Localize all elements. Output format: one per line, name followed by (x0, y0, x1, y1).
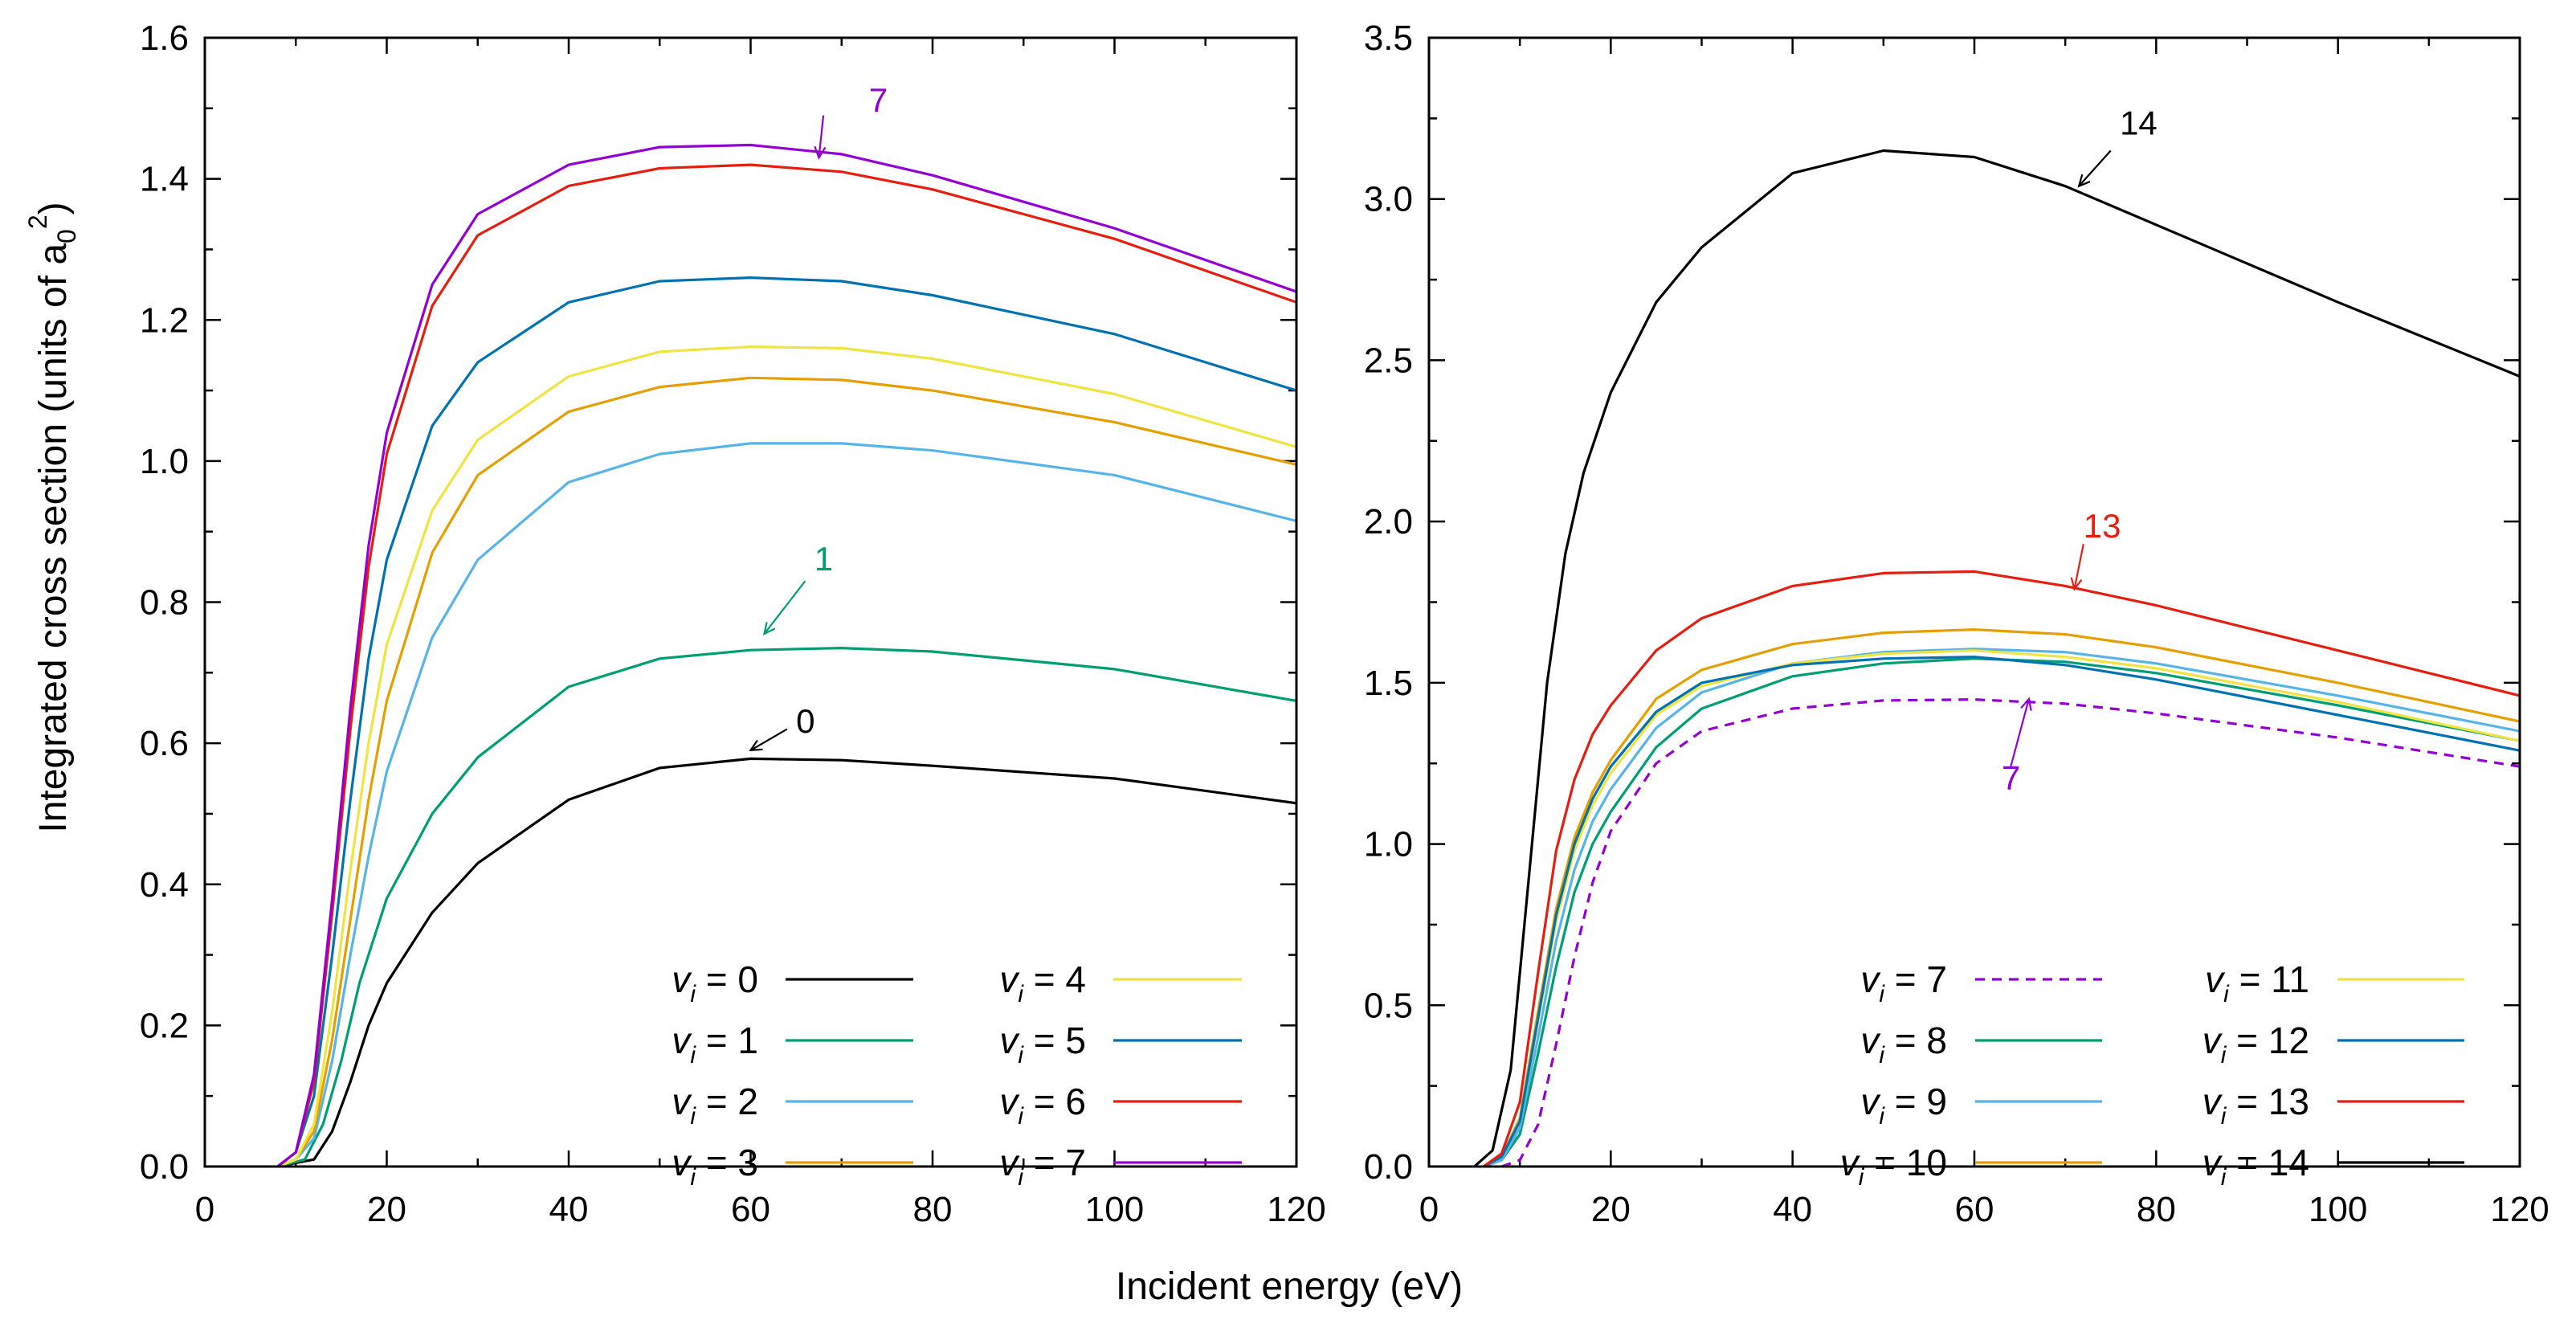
annotation-arrow-7 (818, 115, 825, 158)
series-line-v4 (277, 345, 1296, 1167)
y-tick-label: 1.0 (1364, 825, 1413, 864)
annotation-label-14: 14 (2120, 104, 2158, 141)
y-axis-title-end: ) (32, 202, 75, 215)
y-axis-title: Integrated cross section (units of a02) (23, 202, 81, 832)
annotation-arrow-0 (749, 728, 788, 751)
y-tick-label: 0.6 (140, 724, 189, 763)
series-line-v2 (277, 442, 1296, 1167)
legend-label-v12: vi = 12 (2202, 1019, 2309, 1069)
y-axis-title-sub: 0 (52, 229, 81, 243)
y-tick-label: 1.6 (140, 18, 189, 58)
annotation-arrowhead-1 (762, 622, 776, 636)
x-tick-label: 20 (1591, 1190, 1631, 1229)
y-tick-label: 0.5 (1364, 986, 1413, 1025)
y-axis-title-sup: 2 (23, 215, 52, 229)
y-tick-label: 1.5 (1364, 664, 1413, 703)
legend-label-v7: vi = 7 (1860, 958, 1947, 1007)
legend-label-v10: vi = 10 (1840, 1142, 1947, 1191)
legend-label-v7: vi = 7 (999, 1142, 1086, 1191)
series-line-v1 (277, 646, 1296, 1167)
legend-label-v13: vi = 13 (2202, 1081, 2309, 1130)
legend-label-v4: vi = 4 (999, 958, 1086, 1007)
annotation-arrowhead-13 (2070, 577, 2083, 591)
annotation-arrowhead-7 (2020, 697, 2032, 711)
x-tick-label: 0 (1419, 1190, 1439, 1229)
series-group (1473, 149, 2520, 1167)
right-panel: 0 20 40 60 80 100 120 0.0 0.5 1.0 1.5 2.0 2.5 3.0 3.5 v… (1364, 18, 2549, 1229)
series-line-v0 (277, 757, 1296, 1167)
x-tick-label: 0 (195, 1190, 214, 1229)
x-tick-label: 100 (1085, 1190, 1144, 1229)
legend-label-v0: vi = 0 (672, 958, 758, 1007)
legend-label-v3: vi = 3 (672, 1142, 758, 1191)
legend-label-v6: vi = 6 (999, 1081, 1086, 1130)
series-line-v11 (1483, 649, 2520, 1167)
series-line-v12 (1483, 656, 2520, 1167)
x-tick-label: 120 (2490, 1190, 2549, 1229)
x-tick-label: 20 (367, 1190, 406, 1229)
left-panel: 0 20 40 60 80 100 120 0.0 0.2 0.4 0.6 0.8 1.0 1.2 1.4 1… (140, 18, 1326, 1229)
y-axis-title-main: Integrated cross section (units of a (32, 243, 75, 833)
series-group (276, 143, 1296, 1167)
x-tick-label: 120 (1267, 1190, 1325, 1229)
series-line-v6 (276, 163, 1296, 1167)
y-tick-label: 0.2 (140, 1006, 189, 1045)
x-tick-label: 60 (731, 1190, 770, 1229)
x-tick-label: 40 (549, 1190, 589, 1229)
annotation-label-7: 7 (869, 81, 888, 119)
legend-label-v8: vi = 8 (1860, 1019, 1947, 1069)
annotation-arrowhead-7 (814, 145, 827, 160)
series-line-v7 (276, 143, 1296, 1167)
x-tick-label: 80 (2137, 1190, 2176, 1229)
series-line-v8 (1483, 657, 2520, 1167)
y-tick-label: 0.0 (140, 1147, 189, 1187)
annotation-label-0: 0 (796, 702, 814, 740)
annotation-arrow-7 (2010, 698, 2030, 767)
series-line-v7 (1500, 698, 2520, 1167)
annotation-label-7: 7 (2002, 758, 2020, 796)
legend-label-v11: vi = 11 (2205, 958, 2309, 1007)
annotation-arrowhead-14 (2077, 174, 2091, 188)
x-tick-label: 80 (913, 1190, 953, 1229)
y-tick-label: 3.0 (1364, 180, 1413, 219)
series-line-v14 (1473, 149, 2520, 1167)
annotation-arrow-1 (763, 580, 806, 635)
x-tick-label: 100 (2309, 1190, 2367, 1229)
legend-label-v14: vi = 14 (2202, 1142, 2309, 1191)
y-tick-label: 1.0 (140, 442, 189, 481)
x-tick-label: 60 (1955, 1190, 1994, 1229)
y-tick-label: 1.2 (140, 300, 189, 340)
annotation-arrowhead-0 (749, 739, 763, 752)
legend-label-v9: vi = 9 (1860, 1081, 1947, 1130)
y-tick-label: 1.4 (140, 160, 189, 199)
legend-label-v5: vi = 5 (999, 1019, 1086, 1069)
y-tick-label: 2.0 (1364, 502, 1413, 541)
y-tick-label: 0.4 (140, 865, 189, 905)
series-line-v5 (276, 276, 1296, 1167)
series-line-v9 (1483, 648, 2520, 1167)
annotation-label-13: 13 (2084, 507, 2121, 545)
legend-label-v2: vi = 2 (672, 1081, 758, 1130)
legend-label-v1: vi = 1 (672, 1019, 758, 1069)
annotation-label-1: 1 (814, 540, 833, 578)
y-tick-label: 0.8 (140, 583, 189, 623)
annotation-arrow-13 (2073, 544, 2084, 590)
plot-frame (203, 36, 1298, 1168)
series-line-v3 (277, 376, 1296, 1167)
annotation-arrow-14 (2078, 149, 2112, 187)
x-tick-label: 40 (1773, 1190, 1812, 1229)
plot-frame (1427, 36, 2521, 1168)
series-line-v13 (1482, 570, 2520, 1167)
y-tick-label: 0.0 (1364, 1147, 1413, 1187)
y-tick-label: 2.5 (1364, 341, 1413, 380)
x-axis-title: Incident energy (eV) (1116, 1265, 1463, 1308)
y-tick-label: 3.5 (1364, 18, 1413, 58)
